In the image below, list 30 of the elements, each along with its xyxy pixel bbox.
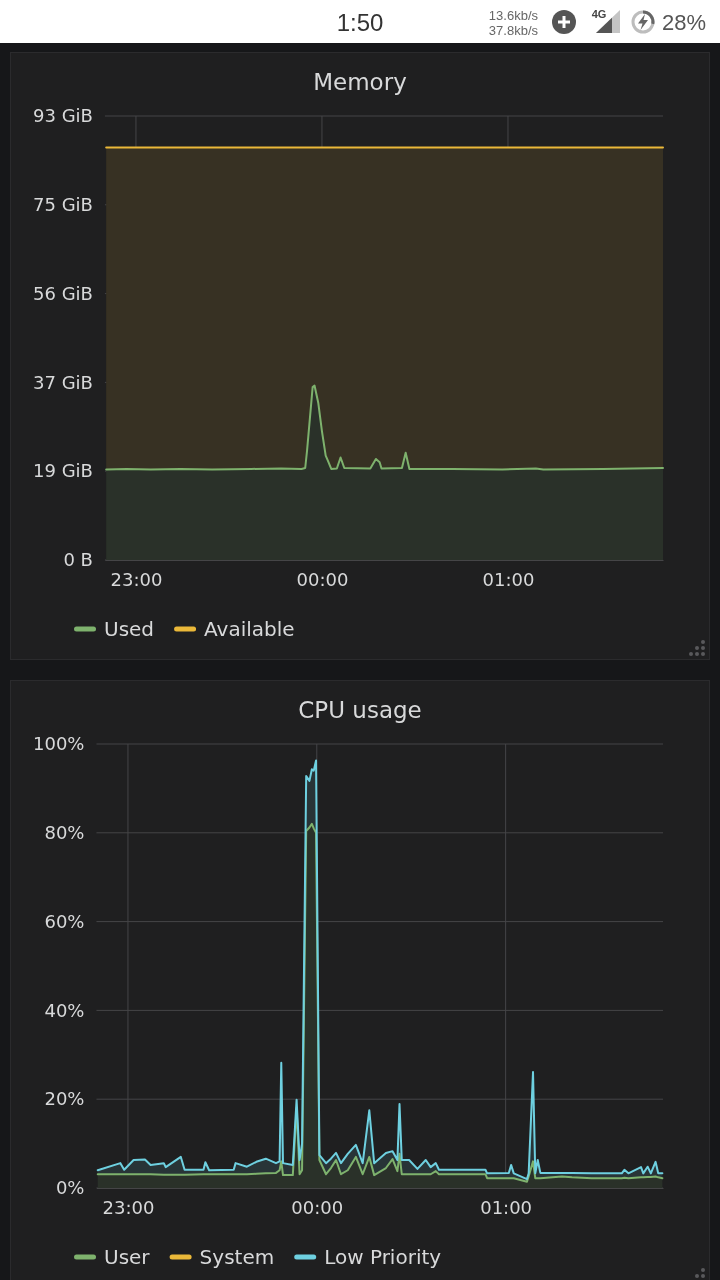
y-tick-label: 19 GiB (33, 460, 93, 482)
x-tick-label: 01:00 (480, 1196, 533, 1218)
y-tick-label: 0% (55, 1177, 85, 1199)
legend-label: Low Priority (324, 1245, 442, 1269)
y-tick-label: 60% (44, 910, 85, 932)
y-tick-label: 20% (44, 1088, 85, 1110)
y-tick-label: 75 GiB (33, 194, 93, 216)
x-tick-label: 23:00 (110, 568, 163, 590)
text: 13.6kb/s (488, 7, 539, 23)
y-tick-label: 100% (33, 733, 85, 755)
y-tick-label: 40% (44, 999, 85, 1021)
legend-label: User (104, 1245, 151, 1269)
legend-label: Used (104, 617, 155, 641)
y-tick-label: 37 GiB (33, 371, 93, 393)
legend-label: Available (204, 617, 295, 641)
legend-label: System (199, 1245, 275, 1269)
text: 37.8kb/s (488, 22, 539, 38)
text: 28% (661, 9, 706, 35)
x-tick-label: 00:00 (296, 568, 349, 590)
y-tick-label: 93 GiB (33, 105, 93, 127)
x-tick-label: 01:00 (482, 568, 535, 590)
x-tick-label: 23:00 (102, 1196, 155, 1218)
y-tick-label: 56 GiB (33, 282, 93, 304)
chart-title: Memory (313, 69, 407, 95)
y-tick-label: 0 B (63, 549, 93, 571)
y-tick-label: 80% (44, 822, 85, 844)
text: 4G (591, 8, 607, 20)
chart-title: CPU usage (298, 697, 422, 723)
text: 1:50 (336, 8, 384, 36)
x-tick-label: 00:00 (291, 1196, 344, 1218)
